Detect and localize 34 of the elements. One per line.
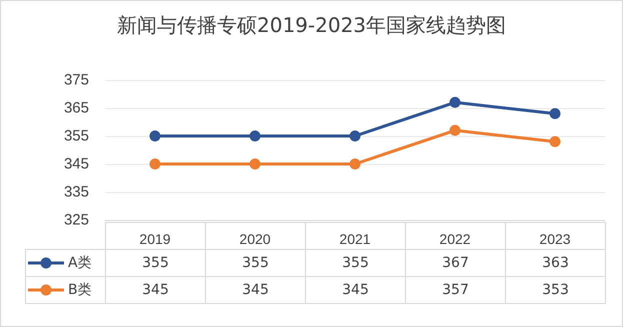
data-label: 345 xyxy=(106,276,206,304)
legend-label: B类 xyxy=(68,282,92,298)
legend-label: A类 xyxy=(68,255,92,271)
x-tick-label: 2021 xyxy=(339,231,371,247)
y-tick-label: 365 xyxy=(64,100,89,116)
y-tick-label: 375 xyxy=(64,72,89,88)
point xyxy=(250,158,260,170)
data-label: 353 xyxy=(506,276,606,304)
point xyxy=(250,130,260,142)
data-label: 363 xyxy=(506,250,606,276)
point xyxy=(150,130,160,142)
y-tick-label: 325 xyxy=(64,212,89,228)
data-label: 345 xyxy=(306,276,406,304)
x-tick-label: 2022 xyxy=(439,231,471,247)
data-label: 355 xyxy=(306,250,406,276)
point xyxy=(450,124,460,136)
point xyxy=(450,96,460,108)
y-tick-label: 335 xyxy=(64,184,89,200)
point xyxy=(550,136,560,148)
data-label: 355 xyxy=(206,250,306,276)
x-tick-label: 2020 xyxy=(239,231,271,247)
y-tick-label: 345 xyxy=(64,156,89,172)
x-tick-label: 2019 xyxy=(139,231,171,247)
point xyxy=(550,108,560,120)
y-tick-label: 355 xyxy=(64,128,89,144)
chart-title: 新闻与传播专硕2019-2023年国家线趋势图 xyxy=(116,13,506,37)
point xyxy=(350,158,360,170)
data-label: 355 xyxy=(106,250,206,276)
data-label: 345 xyxy=(206,276,306,304)
x-tick-label: 2023 xyxy=(539,231,571,247)
point xyxy=(150,158,160,170)
data-label: 357 xyxy=(406,276,506,304)
data-label: 367 xyxy=(406,250,506,276)
point xyxy=(350,130,360,142)
